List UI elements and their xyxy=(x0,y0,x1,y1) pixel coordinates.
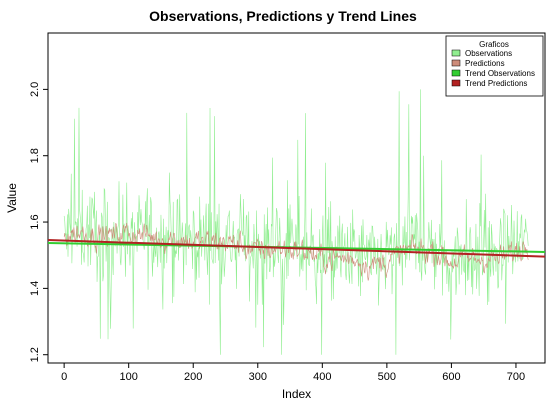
legend: Graficos Observations Predictions Trend … xyxy=(445,35,544,97)
x-tick-label: 700 xyxy=(507,371,525,383)
series-observations-line xyxy=(63,89,529,355)
legend-swatch-observations xyxy=(451,49,461,57)
y-tick-label: 1.8 xyxy=(29,148,41,163)
y-tick-label: 1.2 xyxy=(29,347,41,362)
x-tick-label: 400 xyxy=(313,371,331,383)
y-tick-label: 1.6 xyxy=(29,214,41,229)
x-tick-label: 500 xyxy=(378,371,396,383)
legend-entry-observations: Observations xyxy=(465,49,512,58)
legend-entry-predictions: Predictions xyxy=(465,59,505,68)
trend-predictions-line xyxy=(47,239,546,258)
legend-swatch-trend-predictions xyxy=(451,79,461,87)
legend-entry-trend-predictions: Trend Predictions xyxy=(465,79,527,88)
y-axis-label: Value xyxy=(5,183,19,213)
plot-area xyxy=(47,32,546,364)
x-axis: 0 100 200 300 400 500 600 700 xyxy=(61,363,525,383)
x-tick-label: 600 xyxy=(442,371,460,383)
legend-swatch-trend-observations xyxy=(451,69,461,77)
x-tick-label: 300 xyxy=(249,371,267,383)
x-tick-label: 200 xyxy=(184,371,202,383)
x-tick-label: 100 xyxy=(120,371,138,383)
y-axis: 1.2 1.4 1.6 1.8 2.0 xyxy=(29,82,48,362)
series-predictions-line xyxy=(63,222,529,281)
x-axis-label: Index xyxy=(282,387,311,401)
y-tick-label: 2.0 xyxy=(29,82,41,97)
x-tick-label: 0 xyxy=(61,371,67,383)
legend-entry-trend-observations: Trend Observations xyxy=(465,69,535,78)
chart-title: Observations, Predictions y Trend Lines xyxy=(149,8,417,24)
legend-box xyxy=(445,35,544,97)
series-layer xyxy=(47,89,546,355)
y-tick-label: 1.4 xyxy=(29,281,41,296)
legend-swatch-predictions xyxy=(451,59,461,67)
legend-title: Graficos xyxy=(479,40,509,49)
